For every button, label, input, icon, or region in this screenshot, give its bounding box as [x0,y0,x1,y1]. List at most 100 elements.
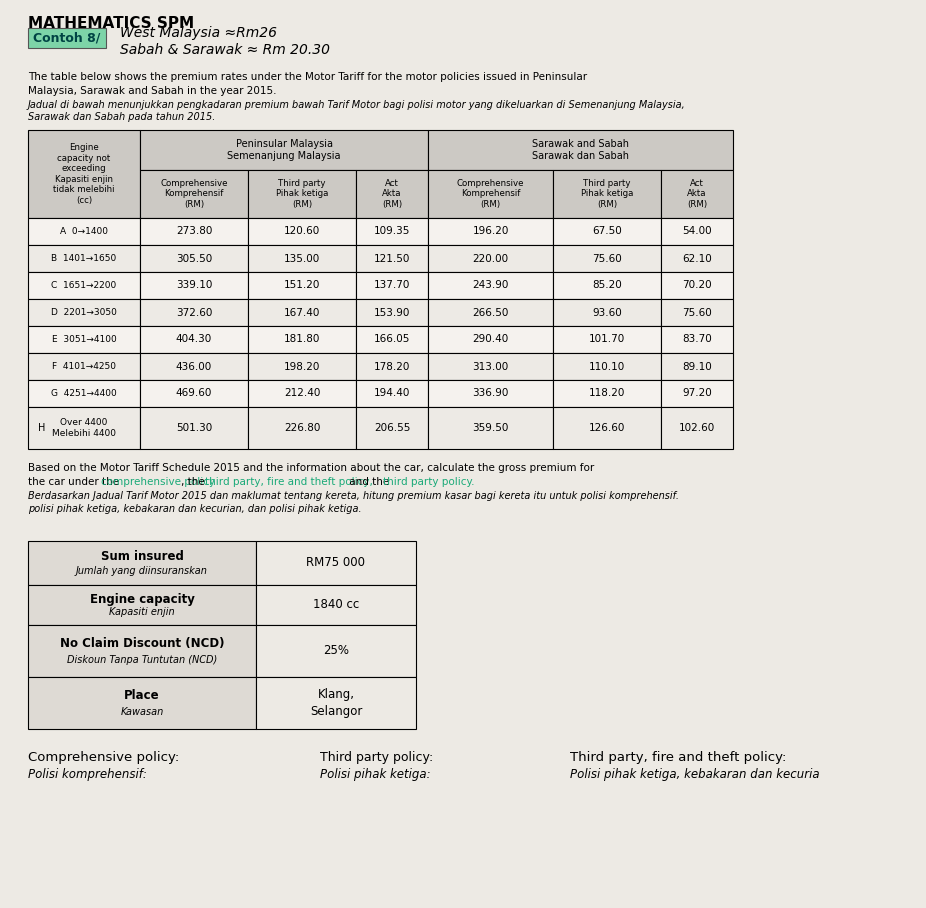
Bar [140,218,248,245]
Text: 469.60: 469.60 [176,389,212,399]
Text: Klang,: Klang, [318,687,355,701]
Text: West Malaysia ≈Rm26: West Malaysia ≈Rm26 [120,26,277,40]
Text: Berdasarkan Jadual Tarif Motor 2015 dan maklumat tentang kereta, hitung premium : Berdasarkan Jadual Tarif Motor 2015 dan … [28,491,679,501]
Bar [428,245,553,272]
Text: Comprehensive
Komprehensif
(RM): Comprehensive Komprehensif (RM) [457,179,524,209]
Text: Comprehensive
Komprehensif
(RM): Comprehensive Komprehensif (RM) [160,179,228,209]
Text: 339.10: 339.10 [176,281,212,291]
Text: Sarawak dan Sabah pada tahun 2015.: Sarawak dan Sabah pada tahun 2015. [28,112,216,122]
Bar [428,353,553,380]
Text: Kapasiti enjin: Kapasiti enjin [109,607,175,617]
Text: E  3051→4100: E 3051→4100 [52,335,117,344]
Text: Based on the Motor Tariff Schedule 2015 and the information about the car, calcu: Based on the Motor Tariff Schedule 2015 … [28,463,594,473]
Text: H: H [38,423,45,433]
Bar [356,353,428,380]
Text: 336.90: 336.90 [472,389,508,399]
Bar [256,677,416,729]
Text: 220.00: 220.00 [472,253,508,263]
Text: Malaysia, Sarawak and Sabah in the year 2015.: Malaysia, Sarawak and Sabah in the year … [28,86,277,96]
Text: Comprehensive policy:: Comprehensive policy: [28,751,180,764]
Text: Polisi komprehensif:: Polisi komprehensif: [28,768,147,781]
Bar [553,218,661,245]
Text: 359.50: 359.50 [472,423,508,433]
Bar [428,218,553,245]
Text: 121.50: 121.50 [374,253,410,263]
Text: 266.50: 266.50 [472,308,508,318]
Text: third party, fire and theft policy,: third party, fire and theft policy, [206,477,373,487]
Text: third party policy.: third party policy. [382,477,474,487]
Bar [553,299,661,326]
Text: B  1401→1650: B 1401→1650 [51,254,117,263]
Text: comprehensive policy: comprehensive policy [101,477,215,487]
Text: 126.60: 126.60 [589,423,625,433]
Text: F  4101→4250: F 4101→4250 [52,362,116,371]
Text: 85.20: 85.20 [592,281,622,291]
Bar [356,380,428,407]
Text: 206.55: 206.55 [374,423,410,433]
Text: 67.50: 67.50 [592,226,622,236]
Bar [356,272,428,299]
Bar [428,407,553,449]
Bar [428,170,553,218]
Bar [248,353,356,380]
Bar [356,407,428,449]
Bar [28,299,140,326]
Bar [428,272,553,299]
Bar [248,299,356,326]
Bar [553,326,661,353]
Text: , the: , the [181,477,208,487]
Text: Diskoun Tanpa Tuntutan (NCD): Diskoun Tanpa Tuntutan (NCD) [67,656,217,666]
Bar [140,326,248,353]
Text: 83.70: 83.70 [682,334,712,344]
Bar [661,326,733,353]
Bar [28,272,140,299]
Bar [256,625,416,677]
Text: 404.30: 404.30 [176,334,212,344]
Bar [28,541,256,585]
Bar [140,299,248,326]
Bar [28,218,140,245]
Bar [28,245,140,272]
Text: MATHEMATICS SPM: MATHEMATICS SPM [28,16,194,31]
Text: 75.60: 75.60 [592,253,622,263]
Text: 198.20: 198.20 [283,361,320,371]
Bar [28,625,256,677]
Bar [661,170,733,218]
Bar [248,407,356,449]
Bar [661,299,733,326]
Text: 436.00: 436.00 [176,361,212,371]
Text: 151.20: 151.20 [283,281,320,291]
Bar [428,130,733,170]
Text: 102.60: 102.60 [679,423,715,433]
Text: polisi pihak ketiga, kebakaran dan kecurian, dan polisi pihak ketiga.: polisi pihak ketiga, kebakaran dan kecur… [28,504,362,514]
Bar [248,170,356,218]
Text: 313.00: 313.00 [472,361,508,371]
Text: C  1651→2200: C 1651→2200 [51,281,117,290]
Bar [28,585,256,625]
Bar [28,353,140,380]
Text: Engine
capacity not
exceeding
Kapasiti enjin
tidak melebihi
(cc): Engine capacity not exceeding Kapasiti e… [54,143,115,204]
Bar [428,299,553,326]
Text: and the: and the [346,477,393,487]
Bar [140,380,248,407]
Bar [356,245,428,272]
Text: 118.20: 118.20 [589,389,625,399]
Bar [248,272,356,299]
Bar [140,130,428,170]
Text: 243.90: 243.90 [472,281,508,291]
Bar [140,353,248,380]
Text: 101.70: 101.70 [589,334,625,344]
Text: Jumlah yang diinsuranskan: Jumlah yang diinsuranskan [76,566,208,576]
Text: Over 4400
Melebihi 4400: Over 4400 Melebihi 4400 [52,419,116,438]
Bar [553,407,661,449]
Text: Polisi pihak ketiga, kebakaran dan kecuria: Polisi pihak ketiga, kebakaran dan kecur… [570,768,820,781]
Text: 305.50: 305.50 [176,253,212,263]
Text: Engine capacity: Engine capacity [90,593,194,606]
Text: 178.20: 178.20 [374,361,410,371]
Text: No Claim Discount (NCD): No Claim Discount (NCD) [60,637,224,650]
Bar [256,541,416,585]
Text: 196.20: 196.20 [472,226,508,236]
Text: 62.10: 62.10 [682,253,712,263]
Text: Selangor: Selangor [310,706,362,718]
Bar [553,380,661,407]
